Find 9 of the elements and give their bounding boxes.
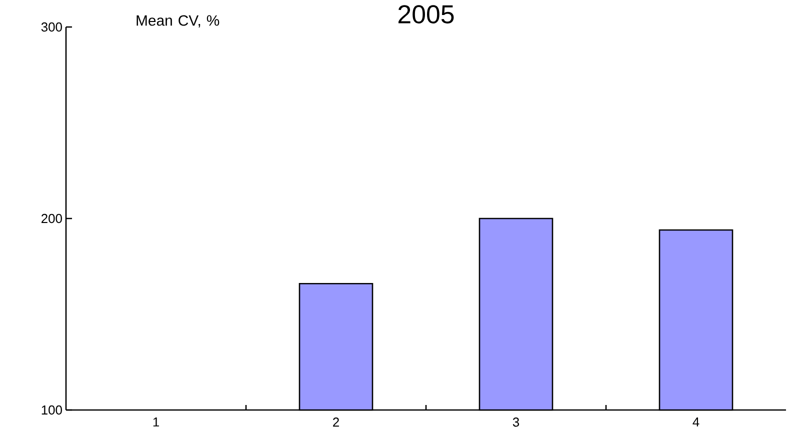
x-tick-label: 3: [512, 418, 520, 427]
y-tick-label: 200: [42, 214, 62, 224]
x-tick-label: 4: [692, 418, 700, 426]
y-axis-title: Mean CV, %: [136, 15, 220, 28]
y-tick-label: 100: [42, 405, 62, 415]
x-tick-label: 2: [333, 418, 339, 427]
y-tick-label: 300: [41, 22, 62, 32]
chart-title: 2005: [398, 5, 454, 24]
x-tick-label: 1: [153, 418, 159, 426]
